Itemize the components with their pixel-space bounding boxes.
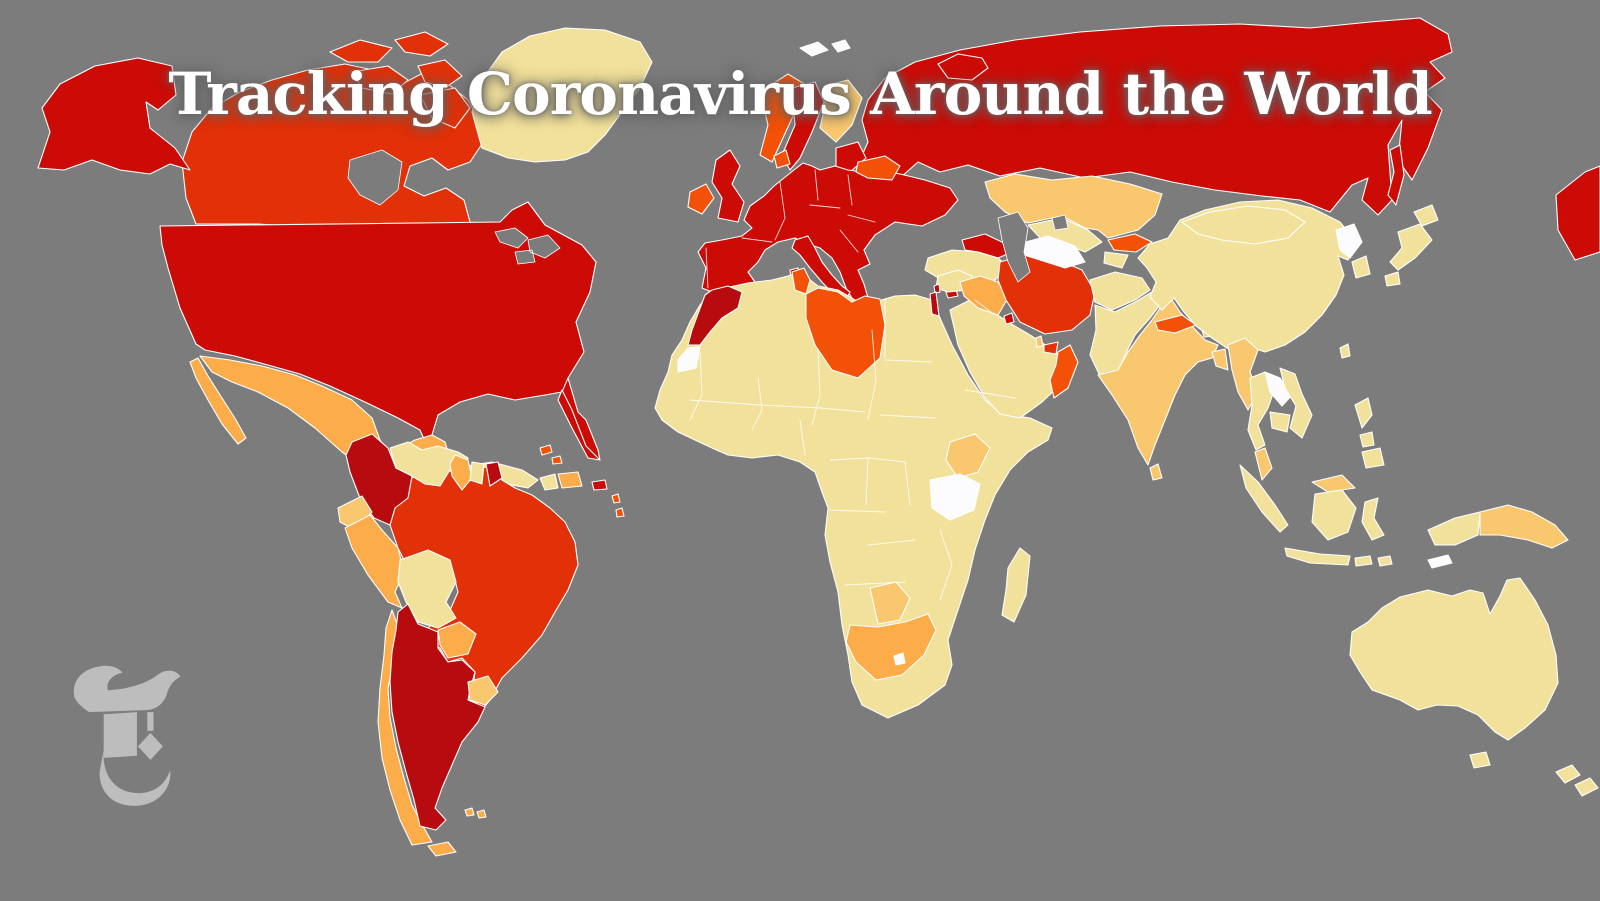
country-philippines-luzon xyxy=(1354,397,1373,429)
country-chile-tierra-del-fuego xyxy=(427,841,457,857)
country-tajikistan xyxy=(1103,251,1129,269)
country-suriname xyxy=(469,461,485,485)
country-lesotho xyxy=(893,652,906,666)
country-new-zealand-north xyxy=(1555,764,1581,784)
country-mexico-baja xyxy=(189,357,247,445)
country-puerto-rico xyxy=(591,479,608,491)
country-oman xyxy=(1049,344,1079,399)
country-colombia xyxy=(345,433,413,526)
aral-sea xyxy=(1051,214,1069,231)
country-ireland xyxy=(687,183,715,215)
country-peru xyxy=(344,514,405,609)
country-malaysia-peninsula xyxy=(1254,447,1273,481)
country-russia-sakhalin xyxy=(1387,144,1405,206)
country-iraq xyxy=(959,275,1009,316)
country-timor-leste xyxy=(1427,554,1453,569)
nyt-logo xyxy=(73,665,181,806)
country-cambodia xyxy=(1269,411,1291,433)
country-south-korea xyxy=(1351,255,1371,279)
great-lakes xyxy=(494,227,561,265)
country-north-korea xyxy=(1335,223,1363,259)
country-argentina xyxy=(389,603,486,831)
country-russia xyxy=(859,17,1453,216)
country-kenya xyxy=(945,433,991,479)
country-pakistan xyxy=(1089,291,1163,377)
country-western-sahara xyxy=(677,346,701,373)
country-canada-arctic-4 xyxy=(417,59,463,89)
country-kyrgyzstan xyxy=(1107,233,1153,253)
country-indonesia-lesser-sunda xyxy=(1354,555,1393,567)
country-vietnam xyxy=(1279,367,1313,439)
country-falkland-islands xyxy=(464,807,487,819)
country-bahamas xyxy=(539,444,563,465)
country-us-florida xyxy=(557,389,601,461)
country-paraguay xyxy=(437,621,477,659)
country-united-kingdom xyxy=(711,149,745,223)
country-denmark xyxy=(773,149,791,169)
country-us-alaska xyxy=(37,57,191,175)
country-bolivia xyxy=(397,549,457,629)
country-canada-arctic-3 xyxy=(351,65,409,95)
nyt-times-t-glyph xyxy=(73,665,181,806)
country-bangladesh xyxy=(1211,348,1229,371)
country-haiti xyxy=(539,473,559,491)
region-caucasus xyxy=(961,233,1013,259)
country-nepal xyxy=(1154,314,1197,334)
country-canada-arctic-2 xyxy=(394,31,449,57)
country-laos xyxy=(1264,371,1293,407)
country-australia xyxy=(1349,577,1559,741)
country-kuwait xyxy=(1003,312,1015,325)
country-borders xyxy=(689,169,1016,601)
country-uruguay xyxy=(467,675,499,706)
country-sweden xyxy=(781,81,825,171)
country-tunisia xyxy=(791,267,811,295)
country-greenland xyxy=(471,27,653,163)
country-indonesia-sulawesi xyxy=(1361,497,1385,541)
country-israel xyxy=(929,291,940,317)
country-indonesia-java xyxy=(1284,547,1351,566)
country-guyana xyxy=(449,454,473,491)
country-iceland xyxy=(937,53,989,81)
country-afghanistan xyxy=(1089,271,1151,311)
country-tanzania xyxy=(929,473,981,521)
country-indonesia-sumatra xyxy=(1239,464,1289,533)
country-australia-tasmania xyxy=(1469,751,1491,769)
country-indonesia-borneo xyxy=(1311,489,1357,541)
country-lesser-antilles xyxy=(611,493,625,518)
country-dominican-republic xyxy=(557,471,583,489)
country-morocco xyxy=(687,285,743,346)
country-sri-lanka xyxy=(1149,463,1163,481)
country-taiwan xyxy=(1339,343,1351,359)
country-belarus xyxy=(855,155,901,181)
country-canada-arctic-1 xyxy=(329,39,393,63)
country-malaysia-borneo xyxy=(1311,474,1356,493)
country-svalbard xyxy=(799,39,851,57)
country-new-zealand-south xyxy=(1574,777,1599,797)
country-philippines-mindanao xyxy=(1361,447,1385,469)
country-lebanon xyxy=(933,283,941,294)
country-japan-honshu xyxy=(1389,223,1433,271)
hudson-bay xyxy=(347,149,403,206)
caspian-sea xyxy=(997,211,1031,283)
country-philippines-visayas xyxy=(1359,431,1375,448)
country-qatar xyxy=(1035,335,1044,348)
region-western-central-europe xyxy=(697,162,959,306)
country-russia-far-east xyxy=(1555,165,1600,261)
country-uae xyxy=(1043,341,1059,355)
country-china xyxy=(1137,199,1357,353)
country-indonesia-west-papua xyxy=(1427,511,1481,546)
country-south-africa xyxy=(845,613,937,681)
country-turkmenistan xyxy=(1017,235,1086,269)
country-japan-hokkaido xyxy=(1413,204,1439,227)
country-united-states xyxy=(159,201,601,461)
country-french-guiana xyxy=(485,461,503,487)
country-madagascar xyxy=(1001,547,1031,623)
country-papua-new-guinea xyxy=(1479,504,1569,549)
country-japan-kyushu xyxy=(1384,271,1401,287)
country-canada-baffin xyxy=(419,87,471,129)
country-finland xyxy=(819,79,863,143)
region-africa-mainland xyxy=(654,271,1053,719)
country-mongolia xyxy=(1181,205,1306,245)
